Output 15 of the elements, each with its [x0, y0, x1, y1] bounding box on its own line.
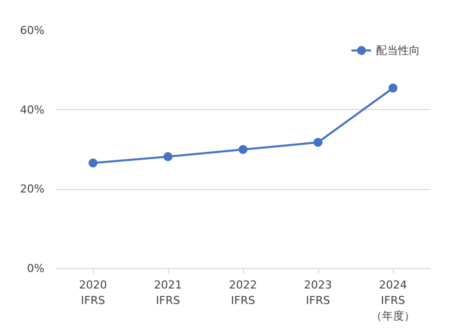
x-tick-label: 2020 IFRS [79, 278, 108, 308]
x-tick-label: 2021 IFRS [154, 278, 182, 308]
legend-label: 配当性向 [376, 42, 420, 58]
y-tick-label: 60% [20, 24, 45, 37]
y-tick-label: 0% [27, 262, 44, 275]
point [314, 138, 322, 147]
point [388, 84, 398, 93]
y-tick-label: 20% [20, 182, 45, 196]
point [88, 158, 98, 168]
x-tick-label: 2023 IFRS [304, 278, 332, 308]
y-tick-label: 40% [20, 103, 45, 116]
x-tick-label: 2024 IFRS （年度） [371, 278, 415, 323]
x-tick-label: 2022 IFRS [229, 278, 258, 308]
point [164, 152, 172, 162]
point [238, 145, 248, 154]
